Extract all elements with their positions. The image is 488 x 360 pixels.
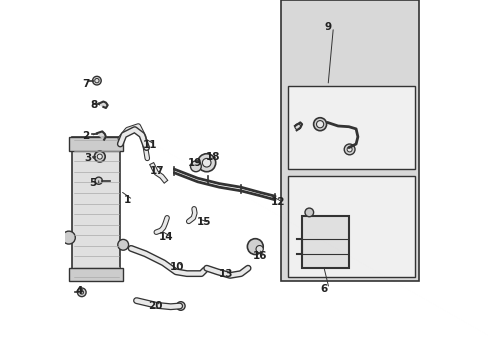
- Circle shape: [94, 151, 105, 162]
- Text: 5: 5: [89, 178, 97, 188]
- Circle shape: [305, 208, 313, 217]
- Circle shape: [344, 144, 354, 155]
- Circle shape: [313, 118, 326, 131]
- Bar: [69, 268, 123, 281]
- Circle shape: [256, 246, 263, 253]
- Polygon shape: [97, 131, 106, 140]
- Circle shape: [316, 121, 323, 128]
- Circle shape: [190, 161, 201, 172]
- Polygon shape: [99, 102, 107, 108]
- Circle shape: [346, 147, 351, 152]
- Text: 15: 15: [197, 217, 211, 228]
- Circle shape: [92, 76, 101, 85]
- Circle shape: [77, 288, 86, 297]
- Bar: [72, 137, 120, 281]
- Bar: [287, 176, 415, 277]
- Circle shape: [197, 154, 215, 172]
- Bar: [287, 86, 415, 169]
- Text: 17: 17: [150, 166, 164, 176]
- Text: 10: 10: [169, 262, 183, 272]
- Text: 4: 4: [76, 286, 83, 296]
- Text: 14: 14: [159, 232, 173, 242]
- Text: 11: 11: [142, 140, 157, 150]
- Bar: [302, 216, 348, 268]
- Text: 20: 20: [148, 301, 162, 311]
- Circle shape: [62, 231, 75, 244]
- Text: 3: 3: [84, 153, 91, 163]
- Text: 1: 1: [123, 195, 131, 205]
- Text: 2: 2: [81, 131, 89, 141]
- Text: 9: 9: [324, 22, 331, 32]
- Circle shape: [95, 177, 102, 184]
- Bar: [69, 137, 123, 151]
- Text: 16: 16: [252, 251, 266, 261]
- Circle shape: [97, 154, 102, 159]
- Text: 6: 6: [320, 284, 326, 294]
- Circle shape: [95, 78, 99, 83]
- Circle shape: [118, 239, 128, 250]
- Text: 7: 7: [82, 78, 90, 89]
- Circle shape: [202, 158, 211, 167]
- Text: 8: 8: [90, 100, 98, 110]
- Text: 13: 13: [219, 269, 233, 279]
- Circle shape: [80, 291, 83, 294]
- Text: 18: 18: [205, 152, 220, 162]
- Circle shape: [294, 124, 300, 130]
- Bar: [280, 0, 418, 281]
- Circle shape: [176, 302, 185, 310]
- Polygon shape: [294, 122, 302, 130]
- Circle shape: [247, 239, 263, 255]
- Text: 12: 12: [270, 197, 285, 207]
- Text: 19: 19: [187, 158, 202, 168]
